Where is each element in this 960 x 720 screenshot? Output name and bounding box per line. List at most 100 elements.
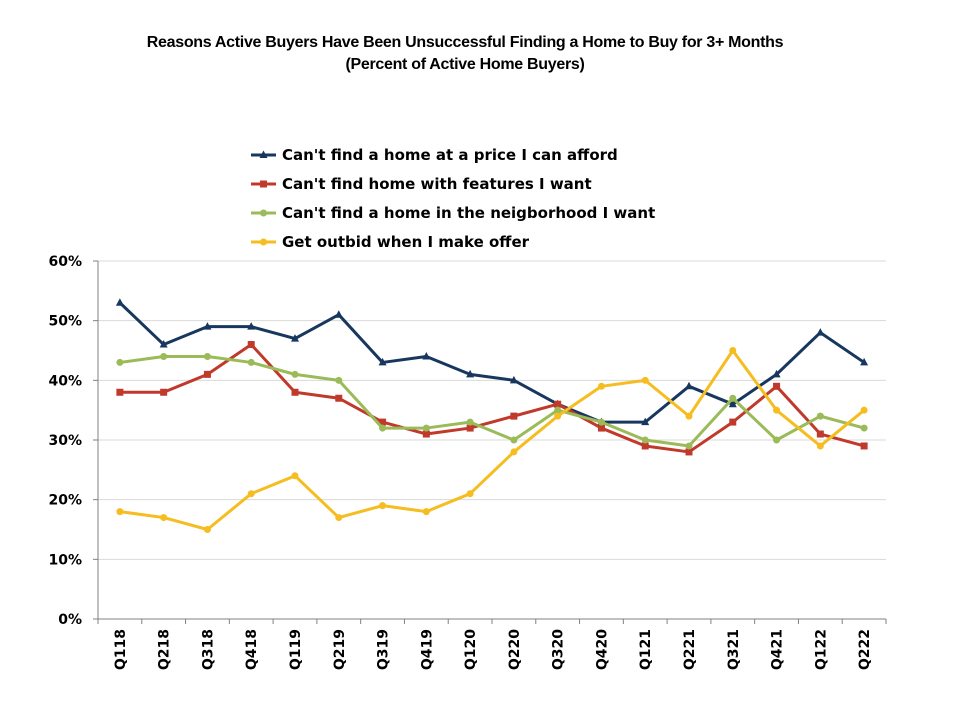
chart-subtitle: (Percent of Active Home Buyers)	[345, 56, 585, 73]
data-point	[422, 508, 430, 516]
data-point	[422, 430, 430, 438]
data-point	[860, 406, 868, 414]
data-point	[203, 322, 212, 330]
x-tick-label: Q122	[813, 629, 829, 670]
x-tick-label: Q222	[857, 629, 873, 670]
data-point	[379, 418, 387, 426]
data-point	[203, 352, 211, 360]
chart-title-block: Reasons Active Buyers Have Been Unsucces…	[80, 32, 850, 76]
data-point	[597, 424, 605, 432]
series-line	[119, 349, 866, 531]
data-point	[816, 430, 824, 438]
data-point	[203, 370, 211, 378]
legend-entry: Can't find home with features I want	[251, 175, 592, 193]
data-point	[291, 388, 299, 396]
data-point	[816, 442, 824, 450]
data-point	[115, 298, 124, 306]
data-point	[160, 388, 168, 396]
x-tick-label: Q421	[770, 629, 786, 670]
data-point	[860, 442, 868, 450]
data-point	[860, 357, 869, 366]
data-point	[378, 357, 387, 366]
legend-label: Can't find a home in the neigborhood I w…	[282, 204, 655, 222]
data-point	[247, 322, 256, 330]
legend-label: Can't find home with features I want	[282, 175, 592, 193]
legend-label: Get outbid when I make offer	[282, 233, 530, 251]
series-1	[115, 298, 869, 426]
data-point	[641, 376, 649, 384]
data-point	[260, 209, 267, 217]
x-tick-label: Q118	[113, 629, 129, 670]
legend-entry: Can't find a home at a price I can affor…	[251, 146, 618, 164]
data-point	[379, 502, 387, 510]
data-point	[729, 394, 737, 402]
data-point	[641, 442, 649, 450]
data-point	[597, 418, 605, 426]
y-tick-label: 60%	[48, 254, 82, 270]
data-point	[335, 394, 343, 402]
series-3	[116, 352, 868, 450]
x-tick-label: Q218	[157, 629, 173, 670]
y-tick-label: 20%	[48, 493, 82, 509]
y-tick-labels: 0% 10% 20% 30% 40% 50% 60%	[48, 254, 82, 628]
gridlines	[98, 260, 886, 560]
x-tick-label: Q419	[419, 629, 435, 670]
data-point	[729, 418, 737, 426]
legend-entry: Can't find a home in the neigborhood I w…	[251, 204, 655, 222]
x-tick-label: Q120	[463, 629, 479, 670]
x-tick-label: Q220	[507, 629, 523, 670]
x-tick-label: Q418	[244, 629, 260, 670]
x-tick-labels: Q118 Q218 Q318 Q418 Q119 Q219 Q319 Q419 Q120 Q220…	[113, 629, 873, 670]
series-line	[119, 343, 865, 454]
data-point	[554, 400, 562, 408]
data-point	[773, 436, 781, 444]
data-point	[554, 406, 562, 414]
legend-entry: Get outbid when I make offer	[251, 233, 530, 251]
x-tick-label: Q219	[332, 629, 348, 670]
data-point	[773, 406, 781, 414]
data-point	[860, 424, 868, 432]
data-point	[510, 448, 518, 456]
x-tick-label: Q121	[638, 629, 654, 670]
x-tick-label: Q318	[200, 629, 216, 670]
data-point	[116, 508, 124, 516]
data-point	[597, 382, 605, 390]
y-tick-label: 0%	[58, 612, 82, 628]
y-tick-label: 10%	[48, 552, 82, 568]
chart-title: Reasons Active Buyers Have Been Unsucces…	[146, 34, 784, 51]
data-point	[291, 370, 299, 378]
x-tick-label: Q119	[288, 629, 304, 670]
series-line	[118, 301, 865, 424]
data-point	[816, 412, 824, 420]
data-point	[685, 442, 693, 450]
data-point	[466, 490, 474, 498]
data-point	[466, 418, 474, 426]
data-point	[554, 412, 562, 420]
data-point	[247, 358, 255, 366]
data-point	[466, 369, 475, 378]
series-2	[116, 341, 868, 456]
series-group	[115, 298, 869, 533]
x-tick-label: Q420	[594, 629, 610, 670]
data-point	[116, 358, 124, 366]
data-point	[816, 328, 825, 336]
data-point	[335, 376, 343, 384]
data-point	[685, 448, 693, 456]
data-point	[247, 341, 255, 349]
data-point	[772, 369, 781, 378]
data-point	[509, 375, 518, 384]
data-point	[641, 417, 650, 426]
data-point	[291, 472, 299, 480]
data-point	[685, 381, 693, 390]
y-tick-label: 30%	[48, 433, 82, 449]
data-point	[510, 412, 518, 420]
data-point	[466, 424, 474, 432]
data-point	[510, 436, 518, 444]
legend: Can't find a home at a price I can affor…	[251, 146, 655, 251]
data-point	[422, 351, 431, 360]
data-point	[203, 526, 211, 533]
data-point	[685, 412, 693, 420]
x-tick-label: Q221	[682, 629, 698, 670]
data-point	[641, 436, 649, 444]
